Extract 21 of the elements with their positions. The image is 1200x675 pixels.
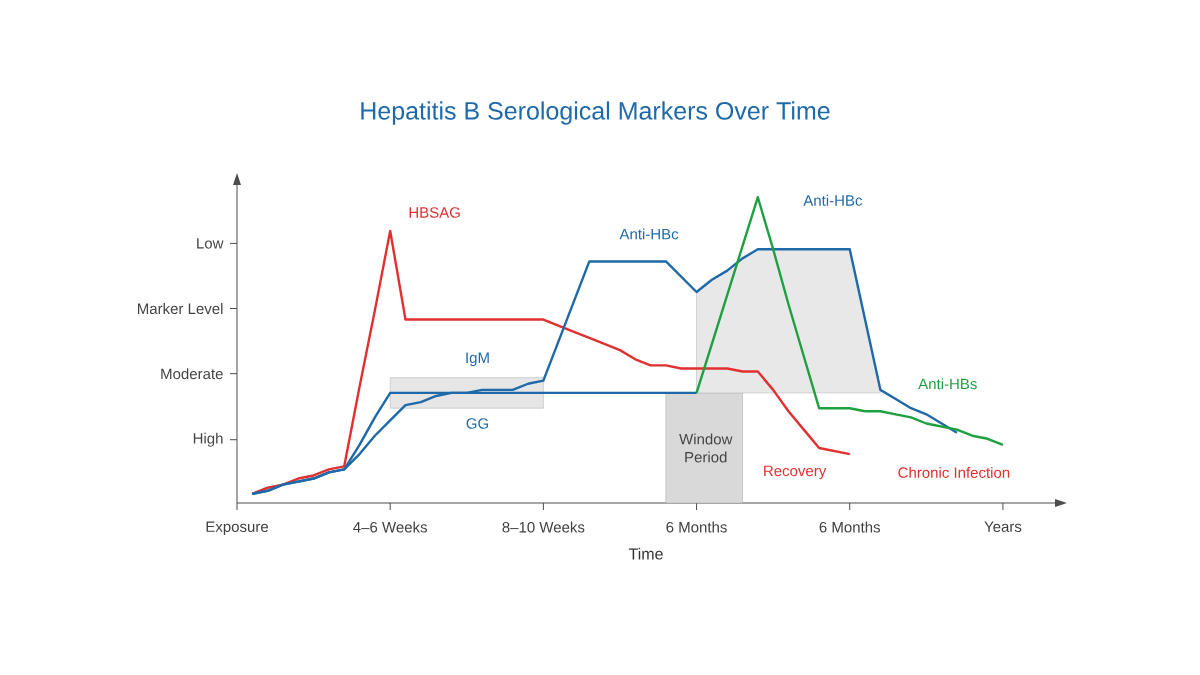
annotation: Anti-HBc	[803, 194, 863, 206]
x-tick-label: 6 Months	[666, 521, 727, 533]
x-axis-title: Time	[628, 547, 663, 560]
annotation: IgM	[466, 352, 489, 366]
annotation: Chronic Infection	[898, 466, 1010, 478]
annotation: GG	[466, 418, 489, 429]
annotation: HBSAG	[409, 207, 460, 218]
x-tick-label: 8–10 Weeks	[502, 521, 585, 533]
x-tick-label: 6 Months	[819, 521, 881, 533]
x-tick-label: Years	[984, 521, 1022, 532]
text: Marker Level	[137, 303, 223, 315]
text: Low	[197, 238, 224, 249]
annotation: Anti-HBc	[619, 228, 679, 240]
annotation: Window Period	[679, 433, 733, 463]
chart-title: Hepatitis B Serological Markers Over Time	[361, 101, 830, 125]
annotation: Anti-HBs	[918, 378, 977, 390]
text: Moderate	[161, 368, 223, 380]
x-tick-label: 4–6 Weeks	[353, 521, 428, 533]
text: High	[193, 432, 223, 447]
x-tick-label: Exposure	[206, 521, 268, 535]
annotation: Recovery	[764, 465, 827, 480]
